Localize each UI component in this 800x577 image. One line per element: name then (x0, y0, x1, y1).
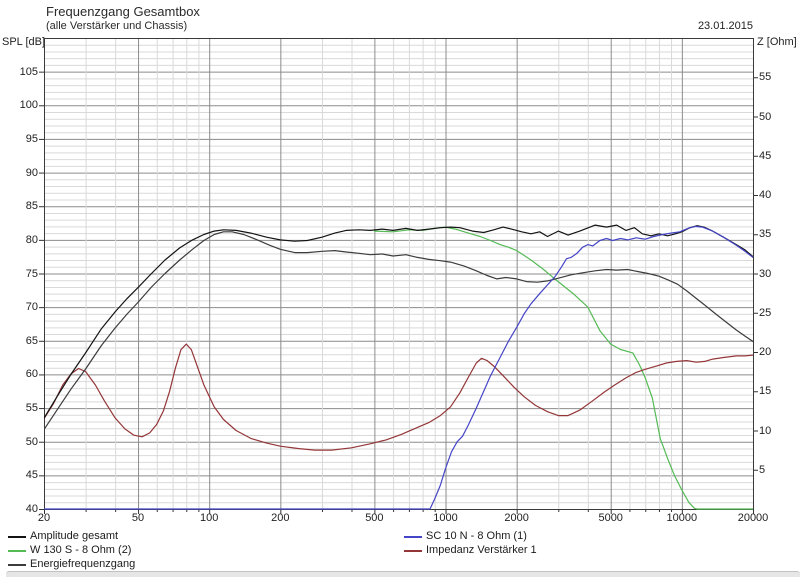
curve-w130s (373, 226, 753, 510)
spl-tick-label-65: 65 (25, 334, 38, 347)
spl-tick-label-95: 95 (25, 132, 38, 145)
legend-label-impedanz: Impedanz Verstärker 1 (426, 544, 537, 556)
spl-tick-label-45: 45 (25, 469, 38, 482)
z-tick-label-45: 45 (759, 149, 772, 162)
spl-tick-label-70: 70 (25, 301, 38, 314)
x-tick-label-100: 100 (200, 512, 219, 524)
z-tick-label-30: 30 (759, 267, 772, 280)
curves (44, 224, 753, 510)
x-tick-label-20: 20 (37, 512, 51, 524)
z-tick-label-5: 5 (759, 463, 766, 476)
spl-tick-label-85: 85 (25, 200, 38, 213)
curve-energie (44, 231, 753, 431)
spl-tick-label-90: 90 (25, 166, 38, 179)
spl-tick-label-55: 55 (25, 402, 38, 415)
z-tick-label-55: 55 (759, 71, 772, 84)
page-title: Frequenzgang Gesamtbox (46, 4, 200, 19)
legend-label-energie: Energiefrequenzgang (30, 558, 136, 570)
x-tick-label-200: 200 (271, 512, 290, 524)
z-tick-label-10: 10 (759, 424, 772, 437)
legend-swatch-w130s (8, 550, 26, 552)
legend-swatch-energie (8, 564, 26, 566)
z-tick-label-25: 25 (759, 306, 772, 319)
z-tick-label-40: 40 (759, 189, 772, 201)
legend-swatch-amplitude (8, 536, 26, 538)
spl-tick-label-75: 75 (25, 267, 38, 280)
page-subtitle: (alle Verstärker und Chassis) (46, 20, 188, 32)
x-tick-label-500: 500 (365, 512, 384, 524)
window-edge (6, 571, 800, 577)
spl-tick-label-60: 60 (25, 368, 38, 381)
spl-tick-label-80: 80 (25, 233, 38, 246)
x-tick-label-10000: 10000 (666, 512, 698, 524)
curve-sc10n (44, 225, 753, 510)
legend-swatch-sc10n (404, 536, 422, 538)
x-tick-label-1000: 1000 (433, 512, 458, 524)
legend-label-amplitude: Amplitude gesamt (30, 530, 119, 542)
x-tick-label-5000: 5000 (598, 512, 623, 524)
spl-tick-label-100: 100 (19, 99, 38, 112)
legend-swatch-impedanz (404, 550, 422, 552)
z-tick-label-50: 50 (759, 110, 772, 123)
z-tick-label-20: 20 (759, 346, 772, 358)
right-axis-title: Z [Ohm] (757, 36, 797, 48)
spl-tick-label-40: 40 (25, 503, 38, 515)
left-axis-title: SPL [dB] (2, 36, 46, 48)
z-tick-label-15: 15 (759, 385, 772, 398)
spl-tick-label-50: 50 (25, 435, 38, 448)
x-tick-label-50: 50 (131, 512, 145, 524)
spl-tick-label-105: 105 (19, 65, 38, 78)
curve-impedanz (44, 343, 753, 451)
x-tick-label-2000: 2000 (504, 512, 529, 524)
legend-label-sc10n: SC 10 N - 8 Ohm (1) (426, 530, 527, 542)
z-tick-label-35: 35 (759, 228, 772, 241)
x-tick-label-20000: 20000 (737, 512, 769, 524)
legend-label-w130s: W 130 S - 8 Ohm (2) (30, 544, 132, 556)
chart-date: 23.01.2015 (697, 20, 753, 32)
